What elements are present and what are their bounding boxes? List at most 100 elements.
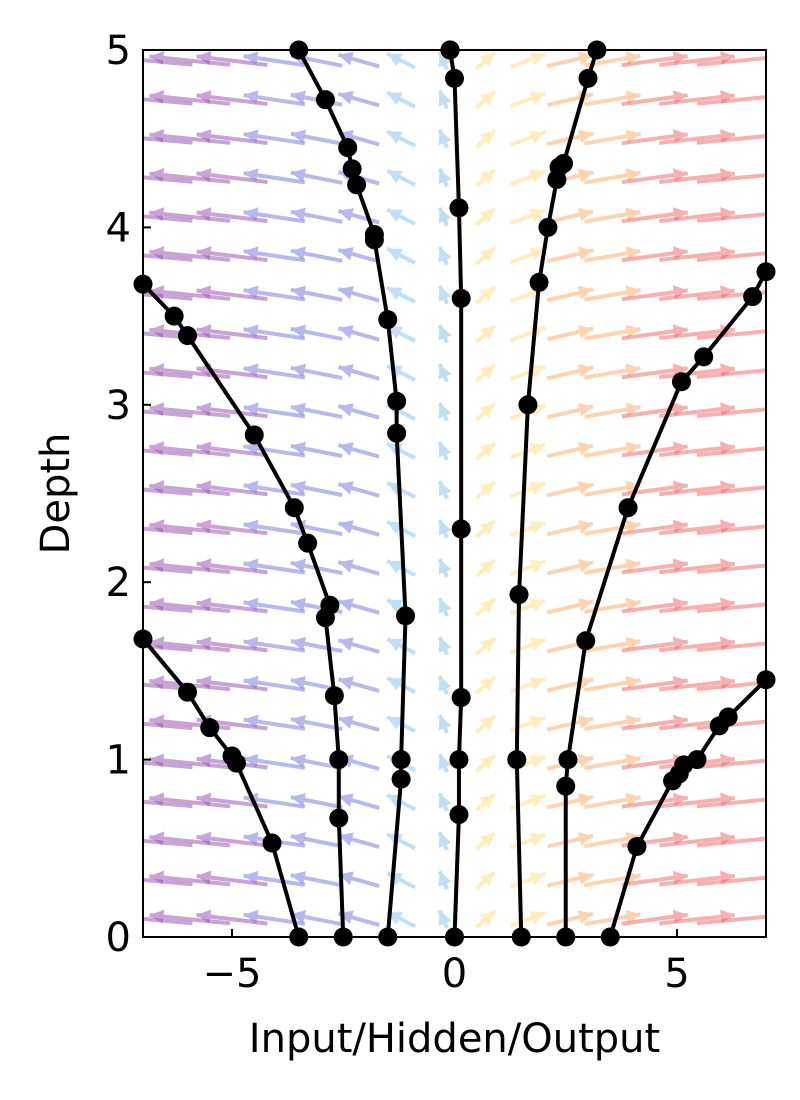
field-arrow bbox=[386, 51, 417, 70]
field-arrow bbox=[475, 285, 497, 305]
trajectory-point bbox=[718, 707, 738, 727]
field-arrow bbox=[437, 792, 452, 812]
field-arrow bbox=[696, 368, 766, 379]
field-arrow bbox=[149, 870, 231, 887]
field-arrow bbox=[386, 129, 417, 148]
field-arrow bbox=[143, 292, 193, 301]
field-arrow bbox=[386, 324, 417, 343]
field-arrow bbox=[696, 680, 766, 692]
field-arrow bbox=[337, 403, 380, 420]
field-arrow bbox=[437, 831, 452, 851]
field-arrow bbox=[546, 598, 594, 615]
field-arrow bbox=[337, 793, 380, 810]
x-axis-label: Input/Hidden/Output bbox=[249, 1016, 660, 1062]
field-arrow bbox=[546, 871, 594, 888]
field-arrow bbox=[509, 598, 546, 616]
field-arrow bbox=[290, 168, 343, 185]
field-arrow bbox=[337, 832, 380, 849]
field-arrow bbox=[696, 290, 766, 301]
trajectory-point bbox=[578, 68, 598, 88]
field-arrow bbox=[509, 442, 546, 460]
field-arrow bbox=[143, 487, 193, 496]
field-arrow bbox=[143, 838, 193, 848]
field-arrow bbox=[584, 441, 641, 458]
field-arrow bbox=[475, 909, 497, 929]
field-arrow bbox=[546, 519, 594, 537]
field-arrow bbox=[509, 832, 546, 850]
field-arrow bbox=[243, 675, 306, 692]
field-arrow bbox=[584, 753, 641, 770]
field-arrow bbox=[143, 136, 193, 145]
field-arrow bbox=[149, 441, 231, 458]
field-arrow bbox=[437, 246, 452, 266]
field-arrow bbox=[149, 480, 231, 497]
field-arrow bbox=[584, 675, 641, 692]
field-arrow bbox=[546, 363, 594, 381]
y-tick-label: 5 bbox=[106, 28, 131, 74]
field-arrow bbox=[475, 792, 497, 812]
field-arrow bbox=[337, 208, 380, 225]
field-arrow bbox=[546, 246, 594, 264]
field-arrow bbox=[509, 169, 546, 187]
field-arrow bbox=[475, 129, 497, 149]
vector-field bbox=[143, 50, 766, 929]
field-arrow bbox=[584, 90, 641, 107]
field-arrow bbox=[337, 442, 380, 459]
field-arrow bbox=[437, 480, 452, 500]
y-axis-label: Depth bbox=[33, 433, 79, 555]
trajectory-line bbox=[448, 50, 464, 937]
field-arrow bbox=[386, 207, 417, 226]
field-arrow bbox=[243, 870, 306, 887]
field-arrow bbox=[290, 714, 343, 732]
field-arrow bbox=[437, 597, 452, 617]
field-arrow bbox=[290, 324, 343, 341]
field-arrow bbox=[475, 324, 497, 344]
y-tick-label: 3 bbox=[106, 383, 131, 429]
field-arrow bbox=[475, 441, 497, 461]
field-arrow bbox=[584, 285, 641, 302]
field-arrow bbox=[696, 446, 766, 457]
trajectory-point bbox=[347, 175, 367, 195]
trajectory-point bbox=[451, 688, 471, 708]
field-arrow bbox=[337, 520, 380, 537]
field-arrow bbox=[475, 90, 497, 110]
trajectory-point bbox=[556, 776, 576, 796]
field-arrow bbox=[143, 682, 193, 692]
trajectory-point bbox=[329, 750, 349, 770]
field-arrow bbox=[509, 247, 546, 265]
field-arrow bbox=[475, 480, 497, 500]
field-arrow bbox=[546, 441, 594, 459]
field-arrow bbox=[546, 715, 594, 732]
field-arrow bbox=[475, 50, 497, 71]
field-arrow bbox=[546, 910, 594, 927]
field-arrow bbox=[149, 50, 231, 67]
field-arrow bbox=[149, 90, 231, 106]
trajectory-point bbox=[315, 90, 335, 110]
field-arrow bbox=[337, 598, 380, 615]
field-arrow bbox=[509, 325, 546, 343]
trajectory-point bbox=[178, 682, 197, 702]
field-arrow bbox=[143, 253, 193, 262]
field-arrow bbox=[290, 285, 343, 302]
field-arrow bbox=[584, 558, 641, 575]
field-arrow bbox=[475, 402, 497, 422]
field-arrow bbox=[509, 52, 546, 69]
field-arrow bbox=[386, 676, 417, 695]
field-arrow bbox=[509, 208, 546, 226]
field-arrow bbox=[149, 168, 231, 184]
field-arrow bbox=[475, 753, 497, 773]
field-arrow bbox=[337, 364, 380, 381]
field-arrow bbox=[143, 604, 193, 614]
trajectory-point bbox=[554, 154, 574, 174]
field-arrow bbox=[696, 602, 766, 614]
y-tick-label: 2 bbox=[106, 560, 131, 606]
field-arrow bbox=[584, 246, 641, 263]
field-arrow bbox=[386, 90, 417, 109]
field-arrow bbox=[149, 402, 231, 419]
field-arrow bbox=[143, 409, 193, 418]
field-arrow bbox=[696, 485, 766, 497]
field-arrow bbox=[290, 792, 343, 810]
field-arrow bbox=[337, 90, 380, 108]
field-arrow bbox=[143, 799, 193, 809]
trajectory-point bbox=[518, 395, 538, 415]
